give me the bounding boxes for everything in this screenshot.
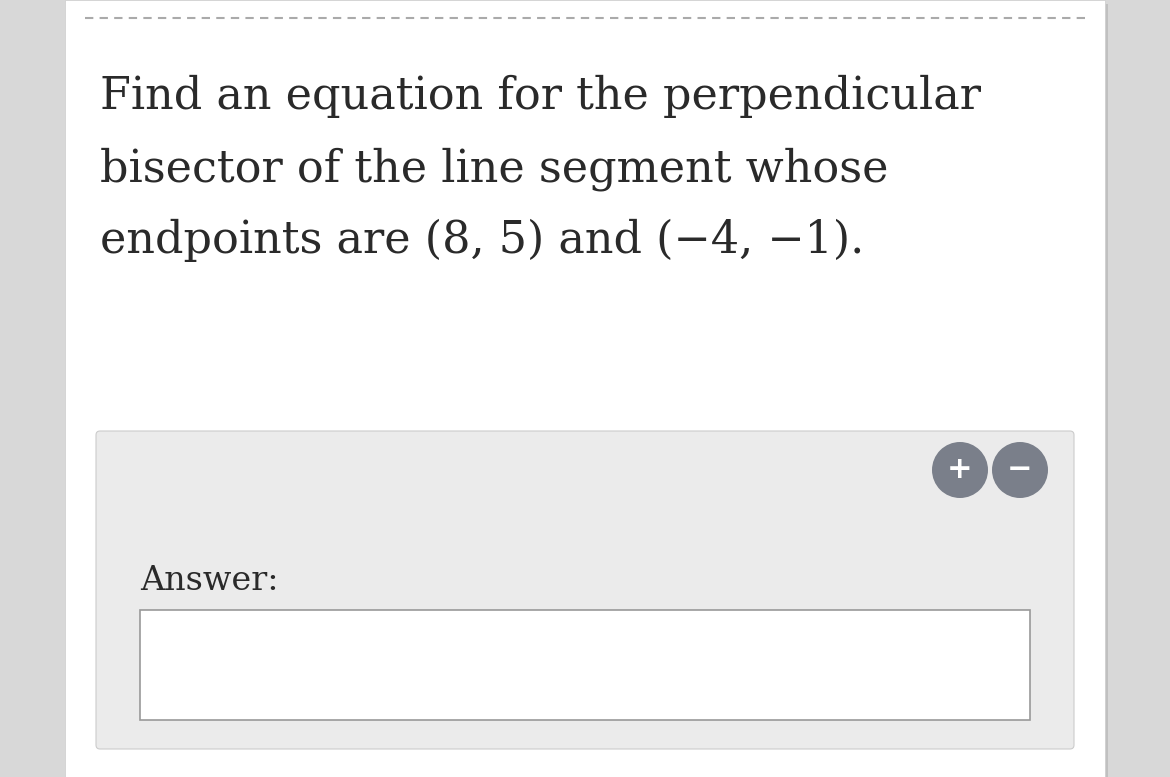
FancyBboxPatch shape (96, 431, 1074, 749)
Text: +: + (948, 455, 972, 485)
Bar (140, 610, 1030, 720)
Text: bisector of the line segment whose: bisector of the line segment whose (99, 147, 888, 190)
Text: −: − (1007, 455, 1033, 485)
Bar (68, 4, 1108, 777)
Circle shape (992, 442, 1048, 498)
Text: Answer:: Answer: (140, 565, 278, 597)
Bar (66, 0, 1104, 777)
Text: Find an equation for the perpendicular: Find an equation for the perpendicular (99, 75, 980, 118)
Text: endpoints are (8, 5) and (−4, −1).: endpoints are (8, 5) and (−4, −1). (99, 219, 865, 262)
Circle shape (932, 442, 987, 498)
